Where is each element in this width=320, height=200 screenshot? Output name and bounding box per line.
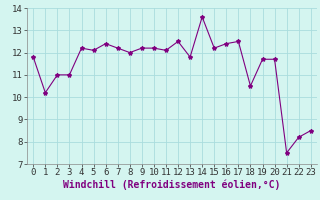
X-axis label: Windchill (Refroidissement éolien,°C): Windchill (Refroidissement éolien,°C)	[63, 180, 281, 190]
